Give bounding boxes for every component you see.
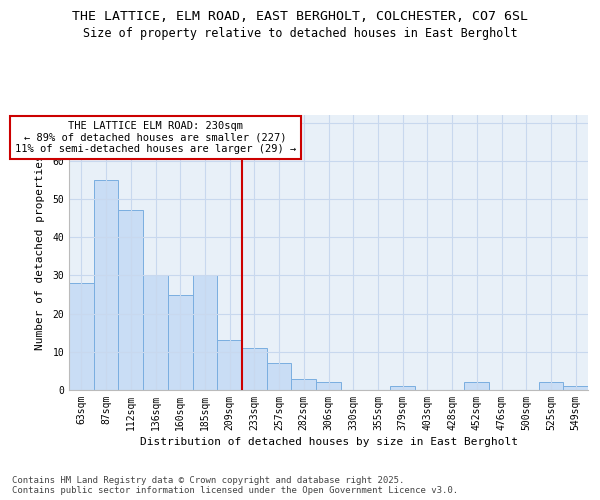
Bar — [69, 283, 94, 390]
Bar — [168, 294, 193, 390]
Bar — [267, 364, 292, 390]
Text: THE LATTICE ELM ROAD: 230sqm
← 89% of detached houses are smaller (227)
11% of s: THE LATTICE ELM ROAD: 230sqm ← 89% of de… — [15, 120, 296, 154]
Text: Size of property relative to detached houses in East Bergholt: Size of property relative to detached ho… — [83, 28, 517, 40]
Bar — [94, 180, 118, 390]
Text: THE LATTICE, ELM ROAD, EAST BERGHOLT, COLCHESTER, CO7 6SL: THE LATTICE, ELM ROAD, EAST BERGHOLT, CO… — [72, 10, 528, 23]
X-axis label: Distribution of detached houses by size in East Bergholt: Distribution of detached houses by size … — [139, 437, 517, 447]
Y-axis label: Number of detached properties: Number of detached properties — [35, 154, 46, 350]
Bar — [143, 276, 168, 390]
Bar — [563, 386, 588, 390]
Bar — [292, 378, 316, 390]
Bar — [316, 382, 341, 390]
Bar — [464, 382, 489, 390]
Bar — [539, 382, 563, 390]
Bar — [193, 276, 217, 390]
Bar — [242, 348, 267, 390]
Bar — [390, 386, 415, 390]
Bar — [118, 210, 143, 390]
Text: Contains HM Land Registry data © Crown copyright and database right 2025.
Contai: Contains HM Land Registry data © Crown c… — [12, 476, 458, 495]
Bar — [217, 340, 242, 390]
